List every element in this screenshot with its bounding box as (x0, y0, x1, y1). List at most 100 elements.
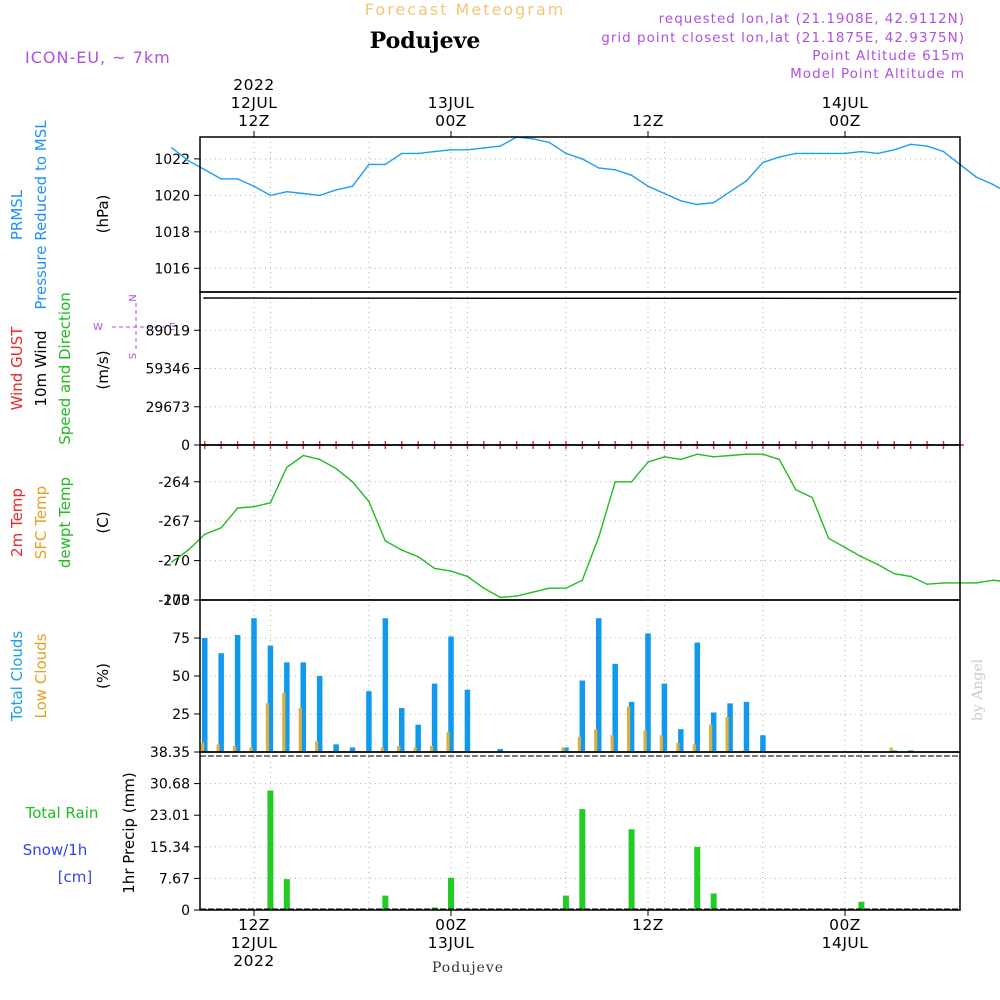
y-tick-label: 25 (172, 707, 190, 723)
data-point (729, 190, 731, 193)
data-point (877, 152, 879, 155)
data-point (663, 456, 666, 458)
y-axis-label: SFC Temp (32, 486, 50, 559)
y-axis-label: Speed and Direction (56, 292, 74, 445)
bar (678, 729, 684, 752)
bar (431, 683, 438, 752)
bar (741, 750, 746, 752)
bar (201, 742, 205, 752)
bar (710, 712, 717, 752)
data-point (712, 201, 715, 204)
data-point (762, 453, 764, 455)
data-point (778, 458, 781, 461)
data-point (745, 453, 748, 455)
y-axis-label: 2m Temp (8, 488, 26, 557)
series-clouds-1 (201, 692, 893, 752)
data-point (351, 185, 354, 188)
data-point (368, 500, 370, 503)
data-point (203, 533, 206, 536)
data-point (418, 297, 420, 300)
data-point (171, 147, 173, 149)
bar (594, 729, 598, 752)
bar (282, 692, 286, 752)
y-tick-label: 23.01 (150, 808, 190, 824)
data-point (581, 158, 584, 160)
data-point (680, 458, 682, 461)
y-axis-label: Pressure Reduced to MSL (32, 120, 50, 310)
data-point (400, 152, 403, 155)
bottom-time-label: 14JUL (822, 934, 869, 952)
data-point (286, 466, 288, 469)
y-axis-unit: (C) (94, 511, 112, 533)
data-point (942, 582, 945, 584)
y-tick-label: -270 (158, 554, 190, 570)
panel-precip: 0 7.67 15.34 23.01 30.68 38.35 Total Rain Snow/… (23, 745, 961, 919)
panels: 1016 1018 1020 1022 PRMSL Pressure Reduced to… (8, 76, 1000, 970)
data-point (778, 156, 781, 158)
watermark: by Angel (970, 658, 986, 721)
y-tick-label: 75 (172, 631, 190, 647)
data-point (351, 480, 354, 483)
data-point (647, 461, 649, 463)
y-tick-label: 38.35 (150, 745, 190, 761)
bar (561, 747, 565, 752)
y-tick-label: 7.67 (159, 871, 190, 887)
data-point (433, 150, 436, 153)
bar (626, 706, 631, 752)
data-point (203, 297, 205, 299)
data-point (236, 178, 239, 180)
requested-coords: requested lon,lat (21.1908E, 42.9112N) (659, 11, 965, 27)
bar (284, 662, 290, 752)
y-tick-label: 30.68 (150, 777, 190, 793)
bar (725, 717, 729, 752)
model-altitude: Model Point Altitude m (790, 66, 965, 82)
data-point (269, 501, 272, 504)
data-point (975, 176, 978, 178)
bar (413, 747, 417, 752)
bar (889, 747, 893, 752)
bar (265, 703, 270, 752)
data-point (597, 536, 600, 538)
bar (858, 901, 865, 910)
bar (610, 735, 614, 752)
bar (727, 703, 733, 752)
data-point (548, 141, 551, 144)
data-point (187, 159, 190, 162)
y-axis-label: Low Clouds (32, 633, 50, 718)
data-point (762, 161, 764, 164)
bar (579, 809, 586, 910)
bottom-time-label: 2022 (233, 952, 274, 970)
y-tick-label: 0 (181, 438, 190, 454)
bar (283, 879, 290, 910)
bar (333, 744, 339, 752)
y-axis-label: 10m Wind (32, 330, 50, 406)
bar (692, 744, 696, 752)
data-point (844, 152, 846, 155)
data-point (203, 169, 206, 171)
y-tick-label: 100 (163, 593, 190, 609)
data-point (860, 555, 863, 558)
bar (709, 724, 713, 752)
data-point (909, 575, 912, 578)
bar (907, 750, 914, 752)
top-time-label: 12JUL (231, 94, 278, 112)
series-line (171, 453, 1000, 599)
app-title: Forecast Meteogram (365, 0, 565, 19)
data-point (827, 152, 830, 155)
data-point (860, 150, 863, 153)
data-point (581, 579, 584, 582)
y-axis-label: PRMSL (8, 189, 26, 240)
y-axis-label: Total Rain (25, 804, 99, 822)
bar (596, 618, 602, 752)
y-tick-label: 89019 (145, 323, 190, 339)
data-point (417, 555, 419, 558)
data-point (318, 458, 321, 461)
bar (579, 680, 586, 752)
data-point (955, 297, 957, 300)
bar (218, 653, 224, 752)
bar (316, 676, 323, 752)
data-point (335, 189, 337, 191)
data-point (794, 152, 797, 155)
footer-location: Podujeve (432, 960, 504, 976)
